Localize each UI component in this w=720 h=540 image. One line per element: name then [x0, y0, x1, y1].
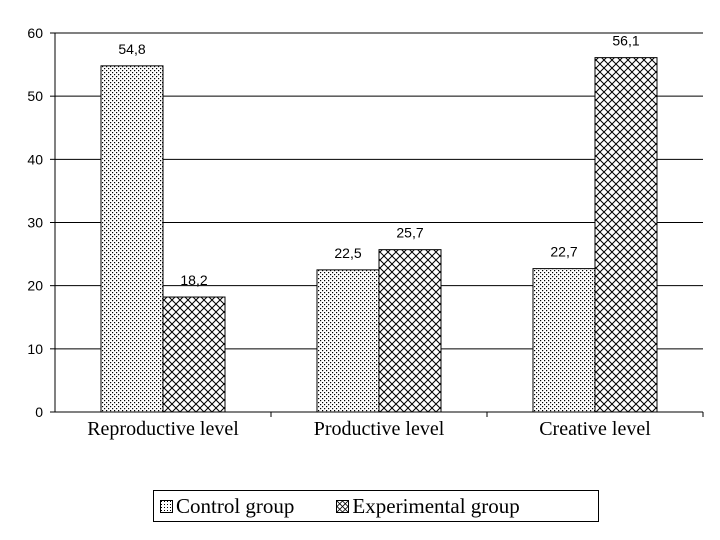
data-label: 22,7 — [550, 244, 577, 260]
y-tick-label: 10 — [27, 341, 43, 357]
legend-swatch-cross — [336, 499, 350, 513]
y-tick-label: 40 — [27, 151, 43, 167]
category-labels: Reproductive level Productive level Creati… — [87, 418, 651, 440]
legend-swatch-dots — [160, 499, 173, 513]
data-label: 18,2 — [180, 272, 207, 288]
legend-label-control: Control group — [176, 493, 295, 518]
bar-experimental — [594, 57, 658, 413]
category-label: Creative level — [539, 418, 651, 440]
y-tick-label: 50 — [27, 88, 43, 104]
y-tick-label: 60 — [27, 25, 43, 41]
bar-experimental — [162, 296, 226, 413]
y-tick-label: 30 — [27, 215, 43, 231]
data-labels: 54,8 18,2 22,5 25,7 22,7 56,1 — [118, 33, 639, 288]
bar-control — [532, 268, 596, 413]
category-label: Reproductive level — [87, 418, 239, 440]
bar-control — [100, 65, 164, 413]
data-label: 22,5 — [334, 245, 361, 261]
y-tick-label: 20 — [27, 278, 43, 294]
legend-item-control: Control group — [154, 494, 294, 519]
data-label: 54,8 — [118, 41, 145, 57]
legend: Control group Experimental group — [153, 490, 599, 522]
category-label: Productive level — [314, 418, 445, 440]
bars — [100, 57, 658, 413]
legend-label-experimental: Experimental group — [352, 493, 520, 518]
data-label: 56,1 — [612, 33, 639, 49]
bar-control — [316, 269, 380, 413]
y-tick-label: 0 — [35, 404, 43, 420]
legend-item-experimental: Experimental group — [330, 493, 520, 519]
data-label: 25,7 — [396, 225, 423, 241]
y-tick-labels: 0 10 20 30 40 50 60 — [27, 25, 43, 420]
bar-experimental — [378, 249, 442, 413]
